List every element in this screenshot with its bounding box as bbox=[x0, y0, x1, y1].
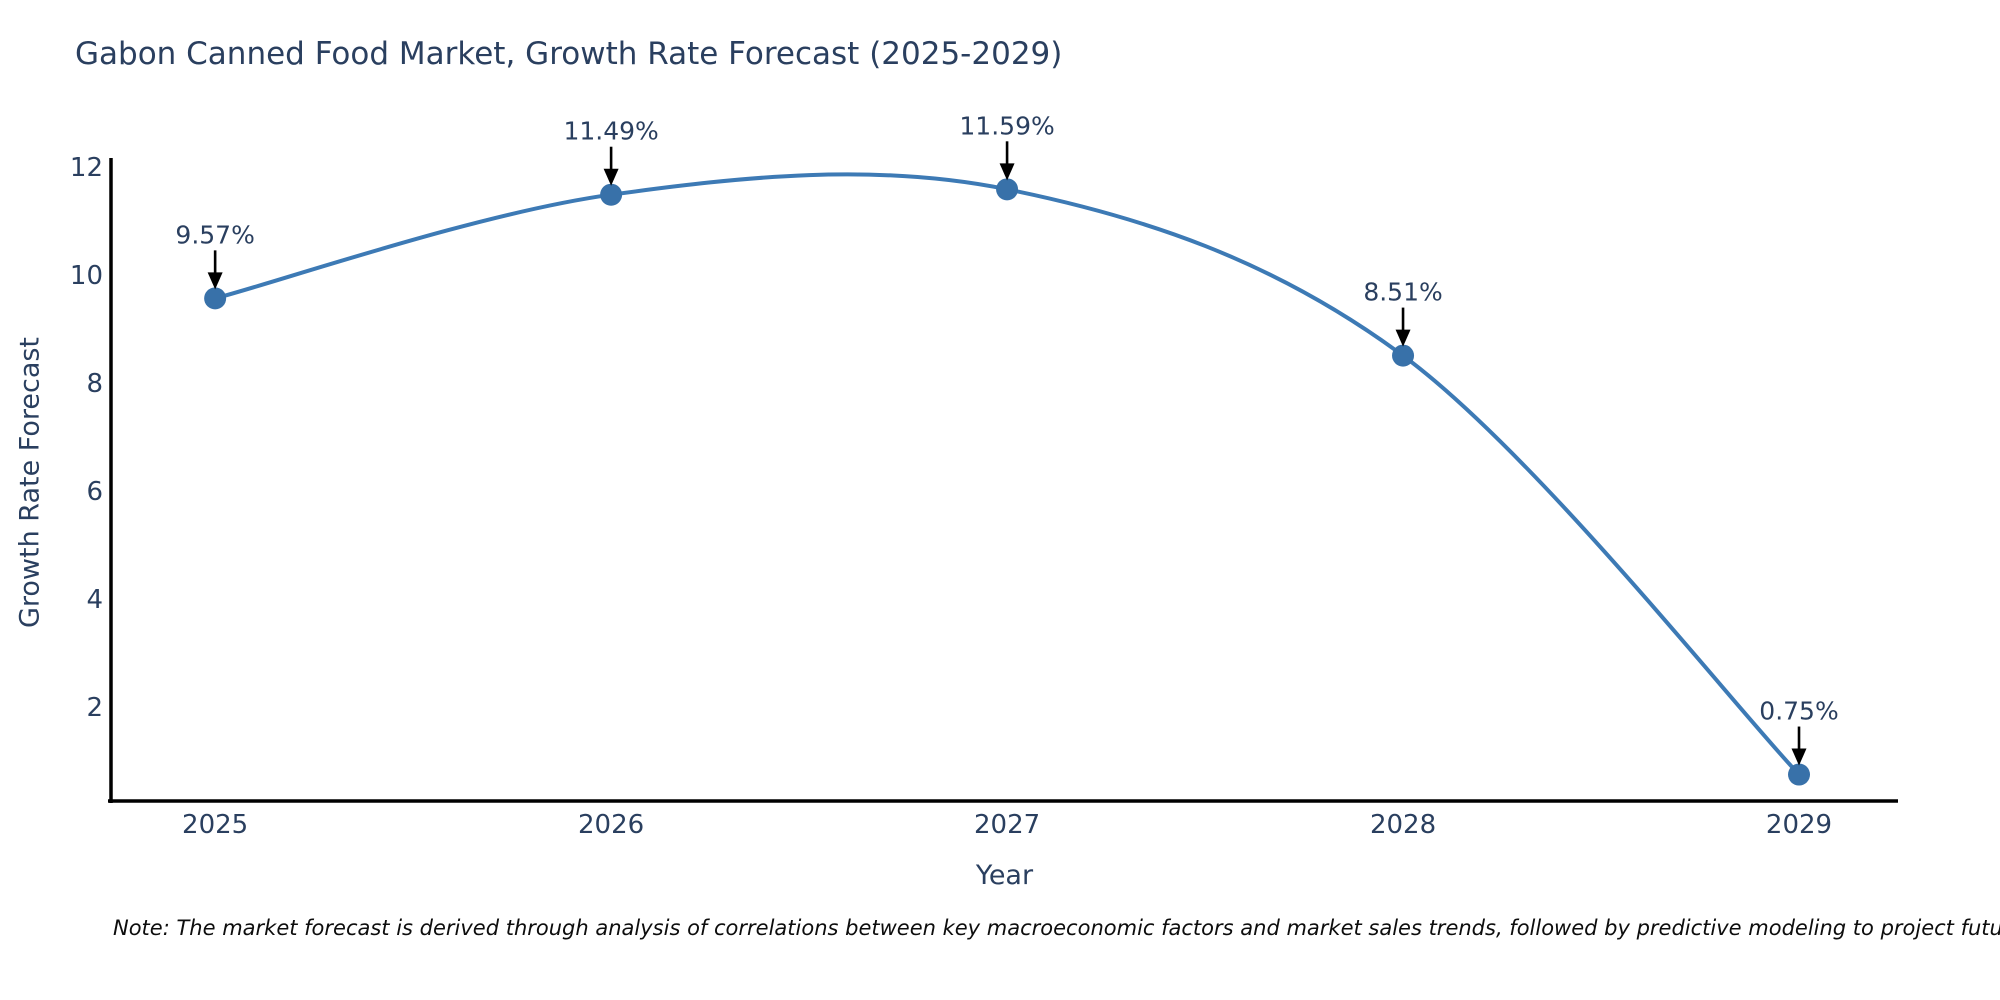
annotation-arrowhead-icon bbox=[1395, 329, 1411, 347]
annotation-arrowhead-icon bbox=[999, 163, 1015, 181]
annotation-arrowhead-icon bbox=[1791, 748, 1807, 766]
y-tick-label: 4 bbox=[86, 585, 103, 615]
y-tick-label: 10 bbox=[70, 261, 103, 291]
x-tick-label: 2028 bbox=[1370, 810, 1436, 840]
x-axis-title: Year bbox=[975, 860, 1034, 891]
annotation-arrowhead-icon bbox=[207, 272, 223, 290]
annotation-arrowhead-icon bbox=[603, 168, 619, 186]
y-tick-label: 8 bbox=[86, 369, 103, 399]
data-point-marker[interactable] bbox=[996, 178, 1019, 201]
data-point-label: 9.57% bbox=[175, 220, 254, 249]
data-point-label: 11.49% bbox=[563, 117, 658, 146]
x-tick-label: 2029 bbox=[1766, 810, 1832, 840]
data-point-label: 11.59% bbox=[959, 111, 1054, 140]
data-point-marker[interactable] bbox=[600, 183, 623, 206]
data-point-marker[interactable] bbox=[1392, 344, 1415, 367]
y-tick-label: 6 bbox=[86, 477, 103, 507]
data-point-marker[interactable] bbox=[204, 287, 227, 310]
footnote: Note: The market forecast is derived thr… bbox=[113, 916, 2000, 940]
forecast-line bbox=[214, 172, 1801, 776]
data-point-label: 8.51% bbox=[1363, 278, 1442, 307]
data-point-label: 0.75% bbox=[1759, 697, 1838, 726]
data-point-marker[interactable] bbox=[1788, 763, 1811, 786]
y-tick-label: 2 bbox=[86, 693, 103, 723]
x-tick-label: 2027 bbox=[974, 810, 1040, 840]
x-tick-label: 2025 bbox=[182, 810, 248, 840]
y-tick-label: 12 bbox=[70, 153, 103, 183]
chart-title: Gabon Canned Food Market, Growth Rate Fo… bbox=[75, 36, 1063, 72]
x-tick-label: 2026 bbox=[578, 810, 644, 840]
